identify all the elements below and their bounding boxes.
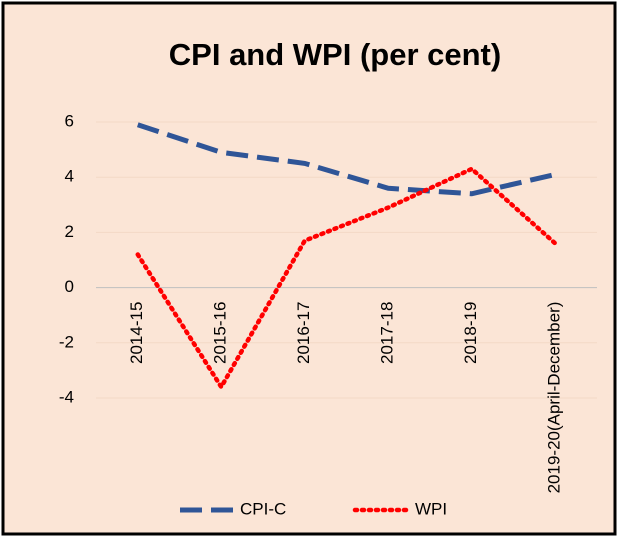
x-tick-label: 2018-19 <box>461 302 480 364</box>
x-tick-label: 2016-17 <box>294 302 313 364</box>
series-line <box>136 122 556 197</box>
legend-label: WPI <box>415 499 447 518</box>
y-tick-label: -2 <box>59 332 74 351</box>
y-tick-label: -4 <box>59 387 74 406</box>
x-tick-label: 2019-20(April-December) <box>545 302 564 494</box>
y-tick-label: 4 <box>65 167 74 186</box>
x-tick-label: 2014-15 <box>127 302 146 364</box>
series-line <box>135 166 558 392</box>
y-tick-label: 0 <box>65 277 74 296</box>
chart-title: CPI and WPI (per cent) <box>169 37 501 72</box>
y-tick-label: 6 <box>65 111 74 130</box>
legend-label: CPI-C <box>240 499 286 518</box>
x-tick-label: 2017-18 <box>378 302 397 364</box>
y-tick-label: 2 <box>65 222 74 241</box>
x-tick-label: 2015-16 <box>211 302 230 364</box>
